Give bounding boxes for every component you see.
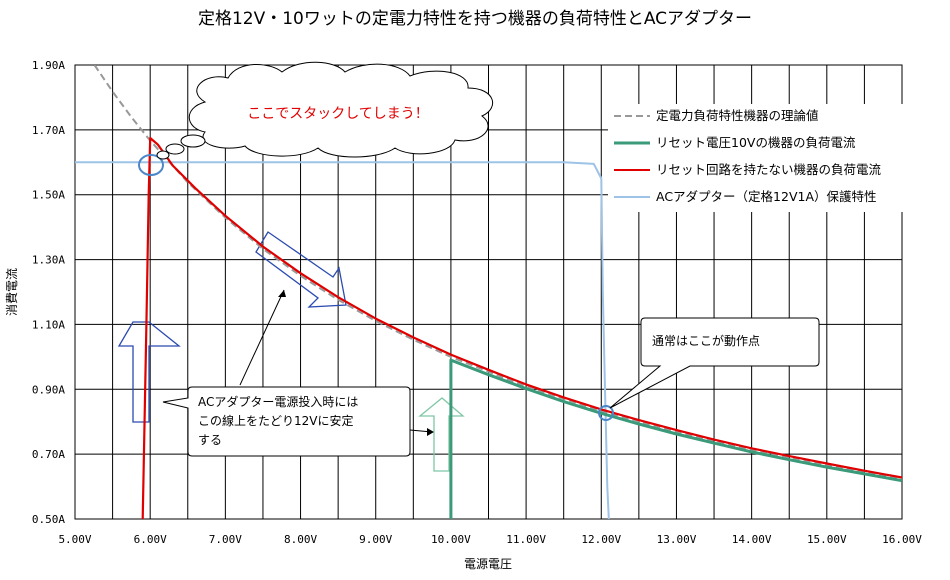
x-tick-label: 9.00V <box>359 533 392 546</box>
chart-title: 定格12V・10ワットの定電力特性を持つ機器の負荷特性とACアダプター <box>198 9 752 29</box>
y-tick-label: 1.90A <box>32 59 65 72</box>
y-tick-label: 1.10A <box>32 318 65 331</box>
adapter-note-line3: する <box>198 433 222 447</box>
series-line-0 <box>93 65 902 480</box>
x-tick-label: 11.00V <box>506 533 546 546</box>
up-arrow-left <box>117 321 181 423</box>
down-right-arrow <box>255 231 347 308</box>
y-tick-label: 1.50A <box>32 189 65 202</box>
thought-cloud: ここでスタックしてしまう！ <box>156 61 493 160</box>
x-axis-label: 電源電圧 <box>464 557 512 571</box>
x-tick-label: 16.00V <box>882 533 922 546</box>
x-tick-label: 5.00V <box>58 533 91 546</box>
y-tick-label: 1.30A <box>32 254 65 267</box>
adapter-note-line2: この線上をたどり12Vに安定 <box>198 413 353 428</box>
y-tick-label: 0.70A <box>32 448 65 461</box>
x-tick-label: 14.00V <box>732 533 772 546</box>
series-line-3 <box>75 161 610 519</box>
legend: 定電力負荷特性機器の理論値リセット電圧10Vの機器の負荷電流リセット回路を持たな… <box>608 104 908 212</box>
adapter-note-line1: ACアダプター電源投入時には <box>198 394 358 409</box>
legend-label: 定電力負荷特性機器の理論値 <box>656 108 819 123</box>
up-arrow-green <box>418 397 465 472</box>
legend-label: ACアダプター（定格12V1A）保護特性 <box>656 189 877 204</box>
cloud-text: ここでスタックしてしまう！ <box>247 106 429 122</box>
legend-label: リセット回路を持たない機器の負荷電流 <box>656 162 882 177</box>
adapter-note-callout: ACアダプター電源投入時には この線上をたどり12Vに安定 する <box>162 289 434 457</box>
x-tick-label: 6.00V <box>134 533 167 546</box>
legend-box <box>608 104 908 212</box>
series-line-1 <box>449 358 902 519</box>
y-tick-label: 1.70A <box>32 124 65 137</box>
plot-area <box>74 64 903 520</box>
y-tick-label: 0.90A <box>32 383 65 396</box>
series-line-2 <box>141 136 902 519</box>
y-tick-label: 0.50A <box>32 513 65 526</box>
series-layer <box>75 65 902 519</box>
x-tick-label: 12.00V <box>581 533 621 546</box>
x-tick-label: 8.00V <box>284 533 317 546</box>
x-tick-label: 13.00V <box>657 533 697 546</box>
x-tick-label: 15.00V <box>807 533 847 546</box>
y-axis-ticks: 0.50A 0.70A 0.90A 1.10A 1.30A 1.50A 1.70A 1.90A <box>32 59 65 526</box>
legend-label: リセット電圧10Vの機器の負荷電流 <box>656 135 856 150</box>
x-tick-label: 10.00V <box>431 533 471 546</box>
stack-point-circle <box>138 154 164 176</box>
x-tick-label: 7.00V <box>209 533 242 546</box>
operating-point-text: 通常はここが動作点 <box>652 333 760 348</box>
y-axis-label: 消費電流 <box>4 268 19 316</box>
operating-point-circle <box>598 405 614 421</box>
x-axis-ticks: 5.00V 6.00V 7.00V 8.00V 9.00V 10.00V 11.00V 12.… <box>58 533 922 546</box>
operating-point-callout: 通常はここが動作点 <box>609 317 820 409</box>
